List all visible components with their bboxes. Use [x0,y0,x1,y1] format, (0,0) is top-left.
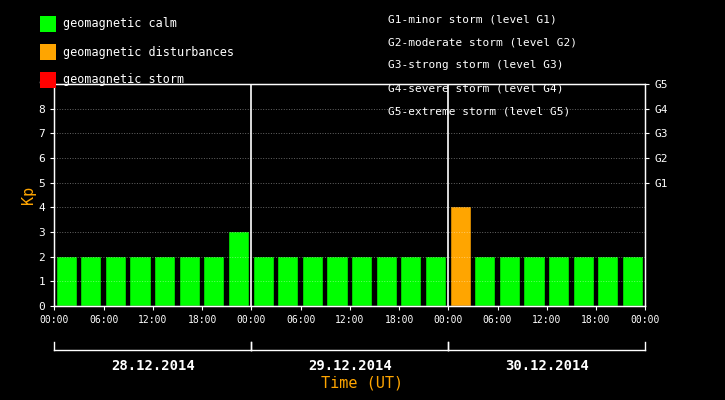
Bar [623,257,643,306]
Bar [254,257,274,306]
Text: G5-extreme storm (level G5): G5-extreme storm (level G5) [388,107,570,117]
Bar [475,257,495,306]
Text: G4-severe storm (level G4): G4-severe storm (level G4) [388,84,563,94]
Bar [377,257,397,306]
Text: 30.12.2014: 30.12.2014 [505,359,589,373]
Bar [204,257,225,306]
Bar [524,257,544,306]
Bar [352,257,372,306]
Bar [278,257,299,306]
Text: geomagnetic storm: geomagnetic storm [63,74,184,86]
Bar [130,257,151,306]
Bar [303,257,323,306]
Bar [500,257,520,306]
Bar [426,257,446,306]
Bar [106,257,126,306]
Bar [328,257,347,306]
Bar [401,257,421,306]
Text: geomagnetic disturbances: geomagnetic disturbances [63,46,234,58]
Text: 28.12.2014: 28.12.2014 [111,359,195,373]
Bar [180,257,200,306]
Text: Time (UT): Time (UT) [321,375,404,390]
Text: G3-strong storm (level G3): G3-strong storm (level G3) [388,60,563,70]
Text: 29.12.2014: 29.12.2014 [308,359,392,373]
Y-axis label: Kp: Kp [21,186,36,204]
Bar [450,207,471,306]
Bar [229,232,249,306]
Bar [573,257,594,306]
Bar [549,257,569,306]
Bar [598,257,618,306]
Bar [57,257,77,306]
Text: G1-minor storm (level G1): G1-minor storm (level G1) [388,14,557,24]
Bar [81,257,102,306]
Text: geomagnetic calm: geomagnetic calm [63,18,177,30]
Bar [155,257,175,306]
Text: G2-moderate storm (level G2): G2-moderate storm (level G2) [388,37,577,47]
